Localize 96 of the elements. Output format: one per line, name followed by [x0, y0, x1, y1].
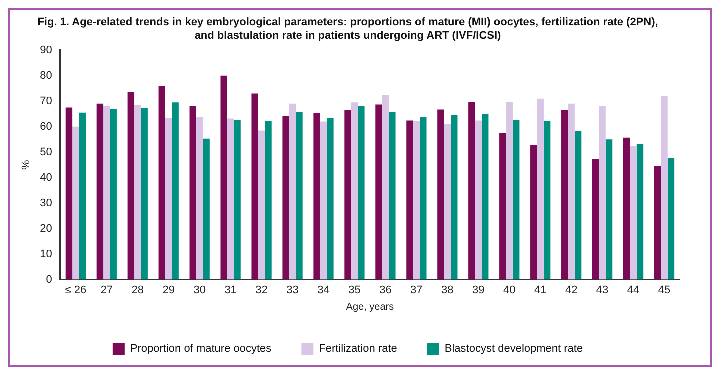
bar [537, 98, 544, 280]
bar [72, 126, 80, 280]
y-tick-label: 10 [40, 248, 52, 260]
bar [203, 138, 210, 280]
bar [289, 104, 296, 280]
bar [196, 117, 204, 280]
legend-label: Blastocyst development rate [444, 343, 584, 356]
bar [500, 133, 506, 280]
bar [406, 120, 414, 280]
x-tick-label: 42 [565, 284, 578, 296]
bar [190, 106, 196, 280]
bar [389, 112, 396, 280]
bar [344, 110, 352, 280]
bar [166, 118, 172, 280]
y-tick-label: 0 [46, 274, 52, 286]
bar [351, 102, 358, 280]
bar [420, 117, 427, 280]
y-tick-label: 20 [40, 222, 52, 235]
x-axis-title: Age, years [346, 302, 394, 313]
chart-title: Fig. 1. Age-related trends in key embryological parameters: proportions of mature (MII) oocytes, fertilization rate (2PN), and blastulation rate in patients undergoing ART (IVF/ICSI) [38, 16, 658, 42]
bar [530, 145, 538, 280]
bar [104, 106, 110, 280]
bar [562, 110, 568, 280]
bar [220, 76, 228, 280]
bar [314, 113, 320, 280]
bar [128, 92, 135, 280]
bar [376, 104, 382, 280]
y-tick-label: 80 [40, 70, 52, 82]
bar [451, 115, 458, 280]
y-tick-label: 40 [40, 172, 52, 184]
bar [96, 104, 104, 280]
bar [110, 109, 117, 280]
x-tick-label: 34 [318, 284, 330, 296]
y-tick-label: 70 [40, 95, 52, 108]
bar [141, 108, 148, 280]
y-tick-label: 50 [40, 146, 52, 158]
legend-label: Proportion of mature oocytes [130, 343, 272, 356]
bar [544, 121, 551, 280]
x-tick-label: 37 [410, 284, 423, 296]
bar [599, 106, 606, 280]
bar [668, 158, 675, 280]
x-tick-label: 33 [286, 284, 299, 296]
bar [630, 146, 637, 280]
bar [413, 121, 420, 280]
x-tick-label: 36 [380, 284, 392, 296]
bar [382, 95, 390, 280]
bar [661, 96, 668, 280]
bar [482, 114, 489, 280]
bar [568, 104, 575, 280]
legend-label: Fertilization rate [319, 343, 398, 356]
x-tick-label: 43 [596, 284, 609, 296]
x-tick-label: 40 [503, 284, 516, 296]
bar [227, 118, 234, 280]
x-tick-label: 28 [132, 284, 144, 296]
bar [79, 112, 86, 280]
bar [444, 124, 452, 280]
bar [574, 131, 582, 280]
bar [654, 166, 662, 280]
bar [506, 102, 513, 280]
x-tick-label: ≤ 26 [65, 284, 87, 296]
bar [158, 86, 166, 280]
bar [512, 120, 520, 280]
bar [258, 130, 266, 280]
y-tick-label: 90 [40, 44, 52, 56]
x-tick-label: 39 [472, 284, 485, 296]
bar [592, 159, 600, 280]
bar [358, 106, 365, 280]
x-tick-label: 30 [194, 284, 206, 296]
bar [296, 112, 303, 280]
bar [282, 116, 290, 280]
bar [327, 118, 334, 280]
x-tick-label: 29 [162, 284, 175, 296]
bar [623, 138, 630, 280]
x-tick-label: 27 [100, 284, 114, 296]
bar [636, 144, 644, 280]
bar [172, 102, 179, 280]
bar [265, 121, 272, 280]
y-axis-title: % [20, 160, 33, 170]
x-tick-label: 41 [534, 284, 547, 296]
bar [66, 108, 73, 280]
bar [320, 122, 328, 280]
y-tick-label: 30 [40, 197, 52, 210]
bar [438, 110, 444, 280]
bar [468, 102, 476, 280]
x-tick-label: 32 [256, 284, 268, 296]
bar [606, 140, 613, 280]
x-tick-label: 45 [658, 284, 671, 296]
x-tick-label: 35 [348, 284, 361, 296]
x-tick-label: 38 [442, 284, 454, 296]
x-tick-label: 44 [627, 284, 640, 296]
x-tick-label: 31 [224, 284, 237, 296]
bar [234, 120, 241, 280]
y-tick-label: 60 [40, 120, 52, 133]
bar [134, 105, 142, 280]
bar [252, 94, 258, 280]
bar [475, 120, 482, 280]
